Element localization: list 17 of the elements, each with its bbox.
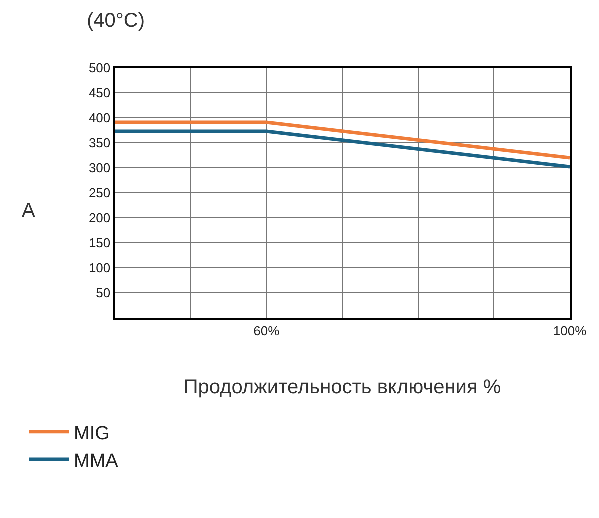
- y-tick-label: 500: [88, 60, 111, 76]
- y-tick-label: 250: [88, 186, 111, 201]
- x-tick-label: 100%: [553, 323, 588, 338]
- y-tick-label: 450: [88, 86, 111, 101]
- legend-label: MIG: [74, 423, 110, 444]
- legend-label: MMA: [74, 450, 119, 472]
- x-tick-label: 60%: [254, 323, 280, 338]
- y-tick-label: 50: [96, 286, 111, 301]
- y-tick-label: 150: [88, 236, 111, 251]
- x-axis-title: Продолжительность включения %: [184, 376, 502, 398]
- y-tick-label: 200: [88, 210, 111, 226]
- y-axis-title: A: [22, 200, 36, 222]
- y-tick-label: 300: [88, 160, 111, 176]
- y-tick-label: 400: [88, 110, 111, 126]
- chart-title: (40°C): [87, 10, 146, 32]
- y-tick-label: 350: [88, 136, 111, 151]
- y-tick-label: 100: [88, 260, 111, 276]
